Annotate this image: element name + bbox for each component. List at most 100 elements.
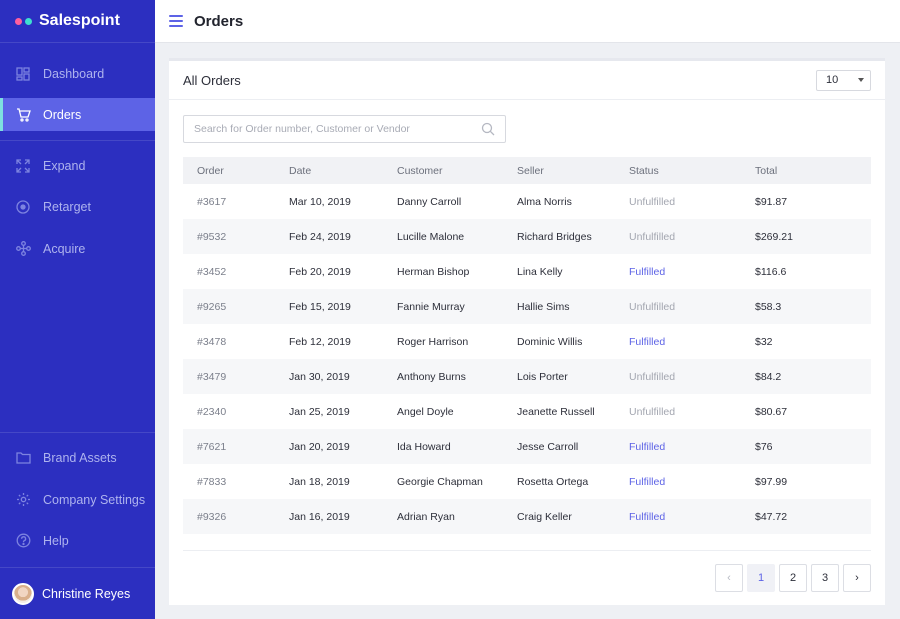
customer-name: Danny Carroll xyxy=(397,195,462,208)
sidebar-item-label: Expand xyxy=(43,158,86,173)
seller-name: Jeanette Russell xyxy=(517,405,595,418)
order-id[interactable]: #7621 xyxy=(197,440,227,453)
column-header-date[interactable]: Date xyxy=(289,164,312,177)
status-badge: Unfulfilled xyxy=(629,300,676,313)
page-button-1[interactable]: 1 xyxy=(747,564,775,592)
sidebar-item-dashboard[interactable]: Dashboard xyxy=(0,57,155,90)
order-date: Feb 12, 2019 xyxy=(289,335,351,348)
order-total: $84.2 xyxy=(755,370,782,383)
order-date: Feb 15, 2019 xyxy=(289,300,351,313)
table-row[interactable]: #3478 Feb 12, 2019 Roger Harrison Dominic W… xyxy=(183,324,871,359)
page-size-select[interactable]: 10 xyxy=(816,69,871,91)
top-header: Orders xyxy=(155,0,900,43)
sidebar-item-label: Orders xyxy=(43,107,82,122)
order-total: $97.99 xyxy=(755,475,788,488)
search-input[interactable] xyxy=(194,123,481,135)
folder-icon xyxy=(15,450,31,466)
orders-card: All Orders 10 Order Date Customer Seller… xyxy=(169,58,885,605)
gear-icon xyxy=(15,492,31,508)
page-button-2[interactable]: 2 xyxy=(779,564,807,592)
sidebar-item-retarget[interactable]: Retarget xyxy=(0,190,155,223)
table-row[interactable]: #9265 Feb 15, 2019 Fannie Murray Hallie Sim… xyxy=(183,289,871,324)
order-date: Jan 18, 2019 xyxy=(289,475,350,488)
status-badge: Fulfilled xyxy=(629,440,666,453)
status-badge: Unfulfilled xyxy=(629,370,676,383)
sidebar-item-orders[interactable]: Orders xyxy=(0,98,155,131)
pagination: ‹ 1 2 3 › xyxy=(715,564,871,592)
column-header-customer[interactable]: Customer xyxy=(397,164,443,177)
table-row[interactable]: #9532 Feb 24, 2019 Lucille Malone Richard B… xyxy=(183,219,871,254)
seller-name: Rosetta Ortega xyxy=(517,475,589,488)
chevron-down-icon xyxy=(858,78,864,82)
table-row[interactable]: #3452 Feb 20, 2019 Herman Bishop Lina Kelly… xyxy=(183,254,871,289)
network-icon xyxy=(15,241,31,257)
sidebar-divider xyxy=(0,432,155,433)
user-name: Christine Reyes xyxy=(42,586,131,601)
customer-name: Adrian Ryan xyxy=(397,510,455,523)
next-page-button[interactable]: › xyxy=(843,564,871,592)
brand-name: Salespoint xyxy=(39,12,120,29)
target-icon xyxy=(15,199,31,215)
order-id[interactable]: #9532 xyxy=(197,230,227,243)
order-total: $269.21 xyxy=(755,230,793,243)
order-id[interactable]: #3452 xyxy=(197,265,227,278)
column-header-seller[interactable]: Seller xyxy=(517,164,544,177)
order-id[interactable]: #3478 xyxy=(197,335,227,348)
order-total: $32 xyxy=(755,335,773,348)
hamburger-icon[interactable] xyxy=(169,15,183,27)
seller-name: Lois Porter xyxy=(517,370,568,383)
page-size-value: 10 xyxy=(826,74,839,86)
order-total: $76 xyxy=(755,440,773,453)
status-badge: Fulfilled xyxy=(629,475,666,488)
column-header-status[interactable]: Status xyxy=(629,164,659,177)
search-icon[interactable] xyxy=(481,122,495,136)
seller-name: Richard Bridges xyxy=(517,230,592,243)
help-icon xyxy=(15,533,31,549)
order-id[interactable]: #9265 xyxy=(197,300,227,313)
sidebar-item-expand[interactable]: Expand xyxy=(0,149,155,182)
sidebar-item-label: Acquire xyxy=(43,241,86,256)
column-header-total[interactable]: Total xyxy=(755,164,778,177)
cart-icon xyxy=(15,107,31,123)
prev-page-button[interactable]: ‹ xyxy=(715,564,743,592)
order-date: Jan 16, 2019 xyxy=(289,510,350,523)
order-date: Jan 20, 2019 xyxy=(289,440,350,453)
dashboard-icon xyxy=(15,66,31,82)
sidebar-item-label: Brand Assets xyxy=(43,450,117,465)
table-row[interactable]: #2340 Jan 25, 2019 Angel Doyle Jeanette Rus… xyxy=(183,394,871,429)
sidebar-item-company-settings[interactable]: Company Settings xyxy=(0,483,155,516)
brand-logo[interactable]: Salespoint xyxy=(0,0,155,43)
seller-name: Lina Kelly xyxy=(517,265,563,278)
order-id[interactable]: #3479 xyxy=(197,370,227,383)
user-profile[interactable]: Christine Reyes xyxy=(0,567,155,619)
sidebar-item-brand-assets[interactable]: Brand Assets xyxy=(0,441,155,474)
seller-name: Alma Norris xyxy=(517,195,572,208)
order-id[interactable]: #2340 xyxy=(197,405,227,418)
sidebar-item-label: Retarget xyxy=(43,199,91,214)
order-id[interactable]: #9326 xyxy=(197,510,227,523)
order-id[interactable]: #3617 xyxy=(197,195,227,208)
order-date: Jan 25, 2019 xyxy=(289,405,350,418)
table-row[interactable]: #3479 Jan 30, 2019 Anthony Burns Lois Porte… xyxy=(183,359,871,394)
sidebar-item-label: Help xyxy=(43,533,69,548)
page-button-3[interactable]: 3 xyxy=(811,564,839,592)
order-total: $116.6 xyxy=(755,265,787,278)
order-date: Feb 24, 2019 xyxy=(289,230,351,243)
sidebar: Salespoint Dashboard Orders Expand Retar… xyxy=(0,0,155,619)
order-date: Feb 20, 2019 xyxy=(289,265,351,278)
customer-name: Fannie Murray xyxy=(397,300,465,313)
table-row[interactable]: #7621 Jan 20, 2019 Ida Howard Jesse Carroll… xyxy=(183,429,871,464)
order-total: $80.67 xyxy=(755,405,788,418)
column-header-order[interactable]: Order xyxy=(197,164,224,177)
orders-table: Order Date Customer Seller Status Total … xyxy=(183,157,871,534)
table-header: Order Date Customer Seller Status Total xyxy=(183,157,871,184)
order-total: $91.87 xyxy=(755,195,788,208)
seller-name: Jesse Carroll xyxy=(517,440,579,453)
sidebar-item-help[interactable]: Help xyxy=(0,524,155,557)
table-row[interactable]: #7833 Jan 18, 2019 Georgie Chapman Rosetta … xyxy=(183,464,871,499)
sidebar-item-acquire[interactable]: Acquire xyxy=(0,232,155,265)
customer-name: Lucille Malone xyxy=(397,230,465,243)
table-row[interactable]: #3617 Mar 10, 2019 Danny Carroll Alma Norri… xyxy=(183,184,871,219)
order-id[interactable]: #7833 xyxy=(197,475,227,488)
table-row[interactable]: #9326 Jan 16, 2019 Adrian Ryan Craig Keller… xyxy=(183,499,871,534)
